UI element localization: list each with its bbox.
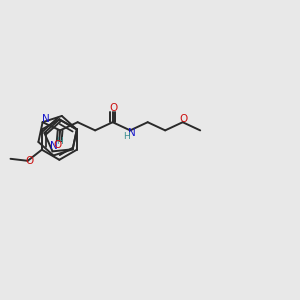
Text: H: H (123, 132, 130, 141)
Text: O: O (109, 103, 117, 113)
Text: O: O (179, 114, 188, 124)
Text: O: O (25, 156, 33, 166)
Text: N: N (128, 128, 136, 138)
Text: H: H (56, 137, 62, 146)
Text: N: N (42, 114, 50, 124)
Text: N: N (50, 141, 58, 151)
Text: O: O (54, 140, 62, 149)
